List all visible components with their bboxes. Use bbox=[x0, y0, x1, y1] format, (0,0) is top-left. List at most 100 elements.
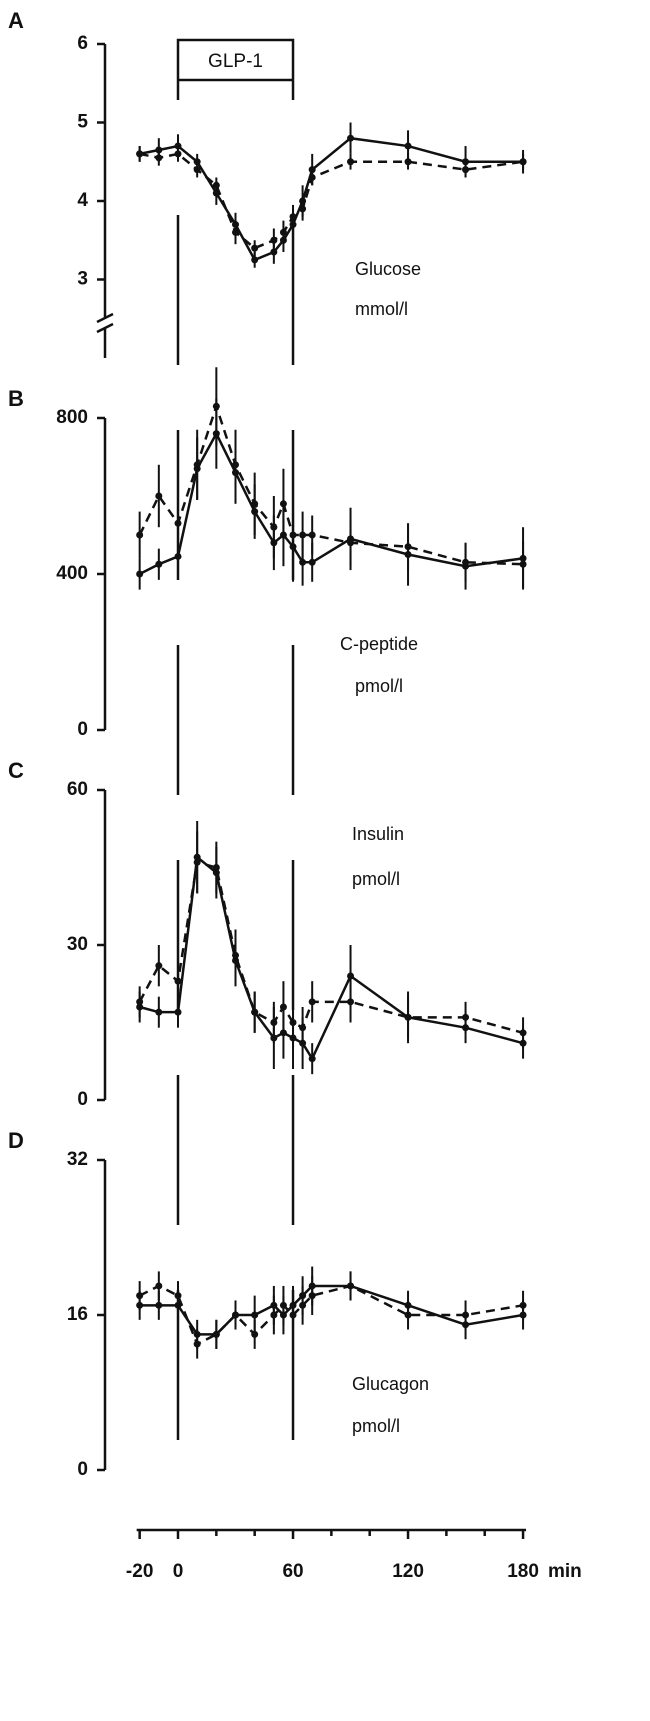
y-label: pmol/l bbox=[352, 869, 400, 889]
y-label: Glucagon bbox=[352, 1374, 429, 1394]
data-point bbox=[404, 158, 412, 166]
data-point bbox=[193, 858, 201, 866]
data-point bbox=[299, 531, 307, 539]
data-point bbox=[136, 150, 144, 158]
data-point bbox=[308, 1292, 316, 1300]
x-tick-label: 0 bbox=[173, 1561, 184, 1582]
y-tick-label: 32 bbox=[67, 1149, 88, 1170]
data-point bbox=[347, 134, 355, 142]
data-point bbox=[279, 228, 287, 236]
y-tick-label: 0 bbox=[77, 719, 88, 740]
data-point bbox=[308, 173, 316, 181]
series-line bbox=[139, 1284, 524, 1336]
y-tick-label: 0 bbox=[77, 1089, 88, 1110]
y-tick-label: 6 bbox=[77, 33, 88, 54]
data-point bbox=[279, 500, 287, 508]
y-label: Insulin bbox=[352, 824, 404, 844]
data-point bbox=[212, 864, 220, 871]
data-point bbox=[251, 244, 259, 252]
data-point bbox=[232, 461, 240, 469]
data-point bbox=[462, 166, 470, 174]
series-line bbox=[139, 152, 524, 250]
data-point bbox=[347, 972, 355, 980]
data-point bbox=[155, 492, 163, 500]
data-point bbox=[299, 558, 307, 566]
series-line bbox=[138, 860, 524, 1035]
y-tick-label: 5 bbox=[77, 112, 88, 133]
data-point bbox=[299, 205, 307, 213]
data-point bbox=[193, 166, 201, 174]
data-point bbox=[462, 558, 470, 566]
data-point bbox=[270, 236, 278, 244]
data-point bbox=[462, 1311, 470, 1319]
interval-label: GLP-1 bbox=[208, 51, 263, 72]
data-point bbox=[232, 228, 240, 236]
data-point bbox=[404, 1311, 412, 1319]
data-point bbox=[289, 1019, 297, 1026]
data-point bbox=[193, 461, 201, 469]
data-point bbox=[174, 519, 182, 527]
series-line bbox=[139, 136, 524, 262]
data-point bbox=[232, 1311, 240, 1319]
data-point bbox=[347, 539, 355, 547]
data-point bbox=[270, 523, 278, 531]
data-point bbox=[232, 951, 240, 959]
data-point bbox=[347, 998, 355, 1006]
data-point bbox=[193, 1340, 201, 1348]
data-point bbox=[251, 256, 259, 264]
y-label: C-peptide bbox=[340, 634, 418, 654]
data-point bbox=[251, 1330, 259, 1338]
data-point bbox=[289, 531, 297, 539]
series-line bbox=[138, 402, 524, 566]
y-tick-label: 60 bbox=[67, 779, 88, 800]
y-label: Glucose bbox=[355, 259, 421, 279]
data-point bbox=[308, 1055, 316, 1063]
y-tick-label: 30 bbox=[67, 934, 88, 955]
data-point bbox=[404, 543, 412, 551]
data-point bbox=[279, 1003, 287, 1011]
data-point bbox=[289, 1311, 297, 1319]
panel-label: D bbox=[8, 1128, 24, 1153]
data-point bbox=[251, 1311, 259, 1319]
data-point bbox=[155, 1301, 163, 1309]
panel-label: A bbox=[8, 8, 24, 33]
data-point bbox=[289, 213, 297, 221]
data-point bbox=[308, 531, 316, 539]
axis-break bbox=[96, 312, 114, 334]
data-point bbox=[299, 1301, 307, 1309]
data-point bbox=[212, 181, 220, 189]
data-point bbox=[212, 1330, 220, 1338]
data-point bbox=[155, 1282, 163, 1290]
data-point bbox=[308, 998, 316, 1006]
data-point bbox=[136, 998, 144, 1006]
data-point bbox=[174, 977, 182, 985]
y-tick-label: 0 bbox=[77, 1459, 88, 1480]
x-unit-label: min bbox=[548, 1561, 582, 1582]
data-point bbox=[136, 1292, 144, 1300]
x-tick-label: -20 bbox=[126, 1561, 153, 1582]
y-tick-label: 400 bbox=[56, 563, 88, 584]
y-tick-label: 3 bbox=[77, 269, 88, 290]
data-point bbox=[251, 1008, 259, 1016]
data-point bbox=[136, 531, 144, 539]
data-point bbox=[251, 500, 259, 508]
y-tick-label: 800 bbox=[56, 407, 88, 428]
data-point bbox=[519, 1301, 527, 1309]
data-point bbox=[212, 402, 220, 410]
data-point bbox=[174, 1008, 182, 1016]
y-label: pmol/l bbox=[352, 1416, 400, 1436]
data-point bbox=[404, 142, 412, 150]
data-point bbox=[299, 1024, 307, 1032]
data-point bbox=[404, 1013, 412, 1021]
data-point bbox=[270, 1019, 278, 1026]
interval-box bbox=[176, 38, 295, 100]
data-point bbox=[279, 1301, 287, 1309]
series-line bbox=[139, 430, 524, 576]
y-tick-label: 4 bbox=[77, 190, 88, 211]
data-point bbox=[462, 1013, 470, 1021]
data-point bbox=[270, 1311, 278, 1319]
panel-label: B bbox=[8, 386, 24, 411]
data-point bbox=[347, 158, 355, 166]
data-point bbox=[174, 1292, 182, 1300]
panel-label: C bbox=[8, 758, 24, 783]
